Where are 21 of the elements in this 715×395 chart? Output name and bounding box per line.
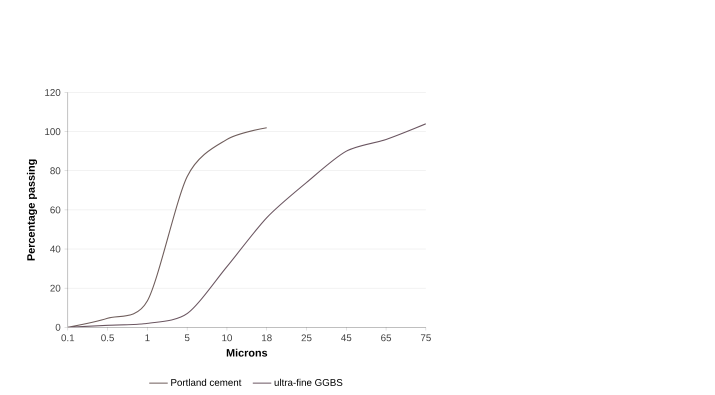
x-tick-label: 25 bbox=[302, 334, 312, 342]
x-axis-title: Microns bbox=[226, 348, 268, 357]
x-tick-label: 5 bbox=[184, 334, 190, 342]
y-tick-label: 100 bbox=[45, 128, 60, 136]
x-tick-label: 75 bbox=[420, 334, 431, 342]
y-tick-label: 80 bbox=[50, 167, 60, 174]
x-tick-label: 0.5 bbox=[101, 334, 114, 342]
x-tick-label: 18 bbox=[262, 334, 272, 342]
y-tick-label: 40 bbox=[50, 246, 60, 252]
legend-label: ultra-fine GGBS bbox=[274, 378, 342, 386]
y-tick-label: 20 bbox=[50, 284, 60, 292]
y-tick-label: 0 bbox=[56, 324, 60, 331]
legend-label: Portland cement bbox=[171, 378, 242, 386]
x-tick-label: 65 bbox=[381, 334, 392, 342]
x-tick-label: 1 bbox=[145, 334, 150, 342]
x-tick-label: 45 bbox=[341, 334, 352, 342]
y-axis-title: Percentage passing bbox=[26, 159, 38, 260]
y-tick-label: 120 bbox=[45, 89, 60, 96]
x-tick-label: 10 bbox=[222, 334, 232, 342]
y-tick-label: 60 bbox=[50, 206, 60, 214]
x-tick-label: 0.1 bbox=[61, 334, 74, 342]
